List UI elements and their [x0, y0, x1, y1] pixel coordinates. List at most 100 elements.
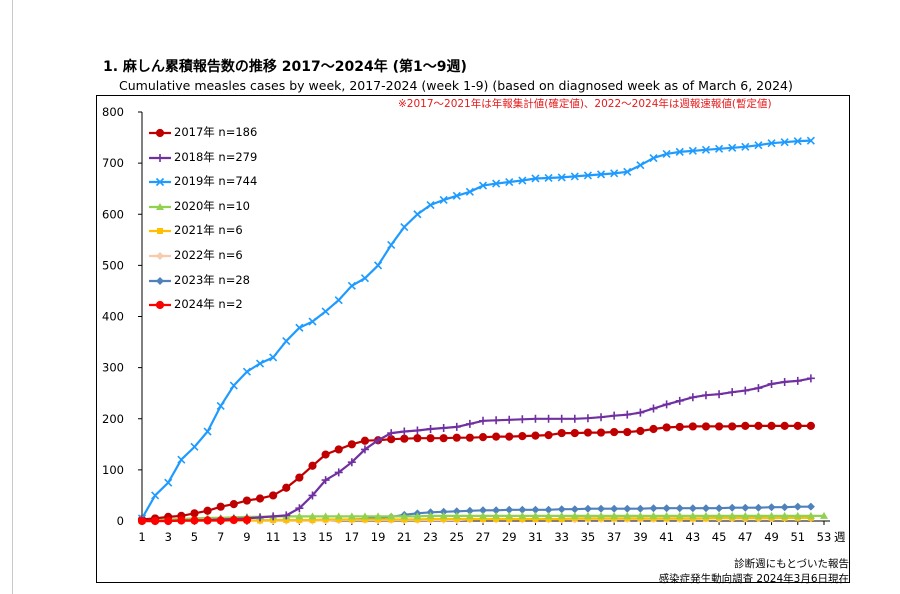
series-7-point	[636, 504, 645, 513]
series-1-point	[203, 506, 212, 515]
series-1-point	[334, 445, 343, 454]
series-4-point	[321, 512, 330, 520]
series-2-point	[806, 374, 815, 383]
series-3-point	[413, 210, 422, 219]
series-2-point	[688, 393, 697, 402]
series-8-point	[164, 516, 173, 526]
series-3-point	[492, 179, 501, 188]
series-2-point	[754, 384, 763, 393]
series-7-point	[728, 503, 737, 512]
series-5-point	[558, 515, 565, 522]
series-3-point	[596, 170, 606, 179]
series-7-point	[492, 506, 501, 515]
series-2-point	[360, 445, 369, 454]
series-1-point	[426, 434, 435, 443]
series-2-point	[767, 379, 776, 388]
series-1-point	[767, 421, 776, 431]
series-3-point	[360, 274, 370, 283]
series-7-point	[754, 503, 763, 512]
series-4-point	[544, 511, 553, 519]
series-5-point	[453, 515, 460, 522]
series-3-point	[177, 455, 186, 464]
series-1-point	[269, 491, 278, 500]
series-4-point	[728, 511, 737, 519]
series-5-point	[309, 516, 316, 523]
footer-note-basis: 診断週にもとづいた報告	[734, 558, 849, 570]
legend-swatch	[149, 301, 171, 310]
x-tick-label: 9	[243, 530, 250, 544]
series-4-point	[715, 511, 724, 519]
series-3-point	[190, 442, 199, 451]
series-8-point	[216, 516, 225, 525]
series-4-point	[347, 512, 356, 520]
footer-note-source: 感染症発生動向調査 2024年3月6日現在	[658, 573, 849, 585]
series-1-point	[308, 461, 317, 470]
series-1-point	[636, 426, 645, 436]
x-tick-label: 15	[318, 530, 333, 544]
series-5-point	[506, 515, 513, 522]
series-1-point	[413, 434, 422, 443]
series-2-point	[701, 391, 710, 400]
series-3-point	[321, 307, 330, 316]
series-3-point	[426, 200, 435, 210]
series-4-point	[374, 512, 383, 520]
series-2-point	[741, 386, 750, 395]
series-4-point	[767, 511, 776, 519]
legend-swatch	[149, 228, 171, 235]
series-3-point	[583, 171, 592, 180]
series-5-line	[142, 516, 811, 523]
series-4-point	[531, 511, 540, 519]
series-3-point	[282, 336, 291, 346]
series-4-point	[334, 512, 343, 520]
series-1-point	[596, 428, 606, 437]
x-tick-label: 29	[502, 530, 517, 544]
series-1-point	[505, 432, 514, 441]
legend-marker	[156, 153, 164, 162]
series-4-point	[597, 511, 606, 519]
series-8-point	[242, 515, 252, 525]
y-tick-label: 500	[102, 258, 124, 272]
x-tick-label: 31	[528, 530, 543, 544]
series-4-point	[452, 511, 461, 519]
series-2-point	[518, 415, 527, 424]
y-tick-label: 600	[102, 207, 124, 221]
series-1-point	[518, 432, 527, 441]
legend-marker	[156, 252, 164, 260]
legend-marker	[155, 178, 165, 187]
series-5-point	[361, 516, 368, 523]
series-3-point	[465, 187, 474, 196]
series-3-point	[295, 323, 304, 332]
series-7-point	[465, 506, 474, 515]
series-layer	[137, 136, 828, 526]
series-1-point	[229, 500, 238, 509]
series-4-point	[662, 511, 671, 519]
series-1-point	[452, 433, 461, 442]
series-4-point	[492, 511, 501, 519]
series-8-point	[137, 516, 147, 526]
series-4-point	[820, 511, 828, 519]
series-4-point	[583, 511, 592, 519]
series-3-point	[505, 177, 514, 187]
series-3-point	[610, 169, 619, 178]
series-1-point	[741, 421, 750, 431]
series-7-point	[688, 504, 697, 513]
series-5-point	[532, 515, 539, 522]
series-1-point	[649, 424, 658, 434]
series-2-point	[465, 419, 474, 428]
series-1-point	[780, 421, 789, 431]
left-edge-rule	[12, 0, 13, 594]
series-2-point	[334, 468, 343, 477]
series-2-point	[256, 513, 265, 522]
series-1-point	[465, 433, 474, 442]
series-4-point	[479, 511, 487, 519]
series-2-point	[295, 504, 304, 513]
series-7-point	[479, 506, 487, 515]
series-7-point	[570, 505, 579, 514]
series-3-point	[374, 261, 383, 270]
series-1-point	[557, 428, 566, 438]
series-2-point	[544, 414, 553, 423]
series-1-point	[347, 440, 356, 449]
series-1-point	[321, 450, 330, 459]
series-1-point	[714, 422, 724, 431]
x-tick-label: 49	[764, 530, 779, 544]
